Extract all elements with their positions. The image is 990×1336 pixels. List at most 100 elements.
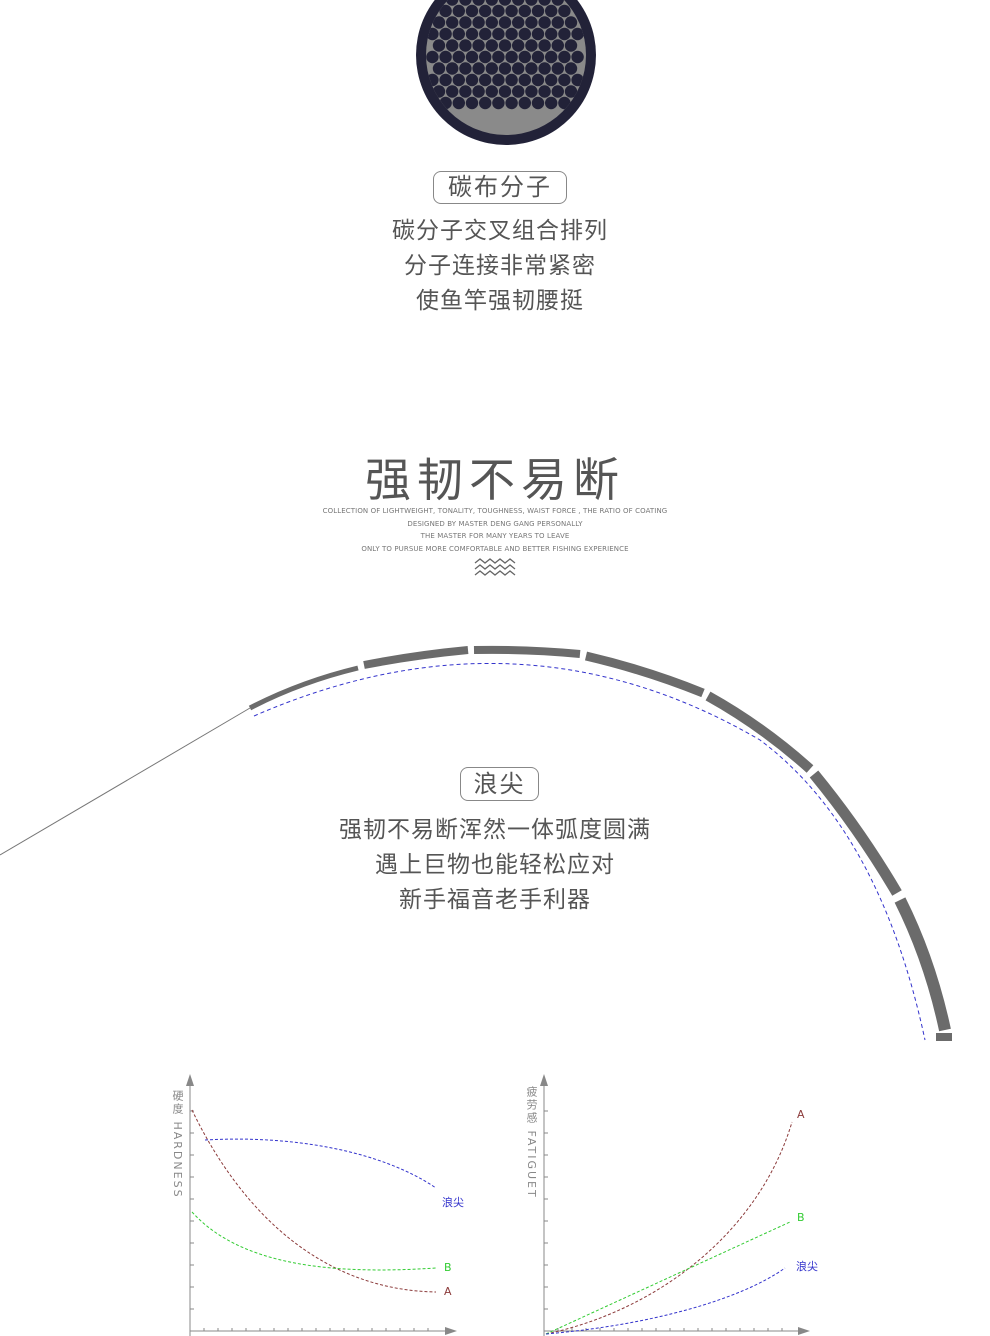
fiber-dot	[571, 27, 584, 41]
fiber-dot	[558, 27, 571, 41]
description-line-3: 使鱼竿强韧腰挺	[416, 288, 584, 314]
fiber-dot	[518, 50, 531, 64]
fiber-dot	[426, 50, 439, 64]
fiber-dot	[479, 50, 492, 64]
fiber-dot	[512, 16, 525, 29]
fiber-dot	[452, 50, 465, 64]
fiber-dot	[485, 62, 498, 75]
fiber-dot	[485, 0, 498, 6]
fiber-dot	[452, 4, 465, 18]
fiber-dot	[505, 50, 518, 64]
fiber-dot	[432, 85, 446, 98]
fiber-dot	[472, 85, 485, 98]
fiber-dot	[465, 96, 479, 110]
fiber-dot	[531, 27, 545, 41]
fiber-dot	[531, 4, 545, 18]
fiber-dot	[485, 85, 498, 98]
hardness-label-lang-jian: 浪尖	[442, 1196, 464, 1209]
fatigue-label-lang-jian: 浪尖	[796, 1260, 818, 1273]
fiber-dot	[465, 50, 479, 64]
hardness-curve-b	[191, 1211, 437, 1271]
fiber-dot	[498, 0, 512, 6]
carbon-molecule-badge: 碳布分子	[433, 171, 567, 204]
fiber-dot	[505, 4, 518, 18]
fiber-dot	[531, 50, 545, 64]
fiber-dot	[538, 0, 551, 6]
fiber-dot	[505, 96, 518, 110]
fiber-dot	[525, 39, 538, 52]
fiber-dot	[465, 4, 479, 18]
fiber-dot	[432, 16, 446, 29]
fiber-dot	[518, 27, 531, 41]
fiber-dot	[512, 85, 525, 98]
fiber-dot	[558, 4, 571, 18]
hardness-axis-label: 硬度 HARDNESS	[171, 1090, 184, 1199]
fiber-dot	[551, 0, 564, 6]
fiber-dot	[512, 62, 525, 75]
fiber-dot	[452, 96, 465, 110]
fiber-dot	[525, 0, 538, 6]
fiber-dot	[531, 73, 545, 87]
english-line-4: ONLY TO PURSUE MORE COMFORTABLE AND BETT…	[361, 544, 629, 553]
fiber-dot	[479, 96, 492, 110]
fiber-dot	[492, 50, 505, 64]
fiber-dot	[571, 73, 584, 87]
rod-arc-segment-1	[248, 665, 359, 711]
fiber-dot	[551, 16, 564, 29]
fiber-dot	[545, 50, 558, 64]
fiber-dot	[531, 96, 545, 110]
lang-jian-line-2: 遇上巨物也能轻松应对	[375, 852, 615, 878]
fatigue-label-a: A	[797, 1108, 805, 1121]
english-line-1: COLLECTION OF LIGHTWEIGHT, TONALITY, TOU…	[322, 507, 668, 515]
lang-jian-badge: 浪尖	[460, 767, 539, 801]
fiber-dot	[518, 96, 531, 110]
fiber-dot	[426, 27, 439, 41]
fiber-dot	[479, 4, 492, 18]
fatigue-axis-label: 疲劳感 FATIGUET	[525, 1086, 538, 1199]
rod-arc-segment-4	[584, 651, 705, 698]
english-subtitle: COLLECTION OF LIGHTWEIGHT, TONALITY, TOU…	[0, 505, 990, 555]
fiber-dot	[518, 73, 531, 87]
fiber-dot	[479, 73, 492, 87]
fiber-dot	[439, 96, 452, 110]
fiber-dot	[525, 62, 538, 75]
fatigue-curve-lang-jian	[545, 1267, 786, 1335]
english-line-3: THE MASTER FOR MANY YEARS TO LEAVE	[420, 532, 570, 540]
fiber-dot	[538, 85, 551, 98]
fiber-dot	[446, 16, 459, 29]
rod-arc-segment-7	[894, 897, 951, 1032]
fiber-dot	[446, 0, 459, 6]
fiber-dot	[452, 27, 465, 41]
fiber-dot	[459, 16, 472, 29]
hardness-chart-axes	[186, 1074, 457, 1336]
fiber-dot	[498, 16, 512, 29]
fiber-dot	[538, 62, 551, 75]
fiber-dot	[558, 96, 571, 110]
fiber-dot	[512, 39, 525, 52]
fiber-dot	[439, 50, 452, 64]
fiber-dot	[472, 16, 485, 29]
fiber-dot	[505, 27, 518, 41]
fiber-dot	[545, 4, 558, 18]
lang-jian-line-3: 新手福音老手利器	[399, 887, 591, 913]
fiber-dot	[485, 16, 498, 29]
fiber-dot	[432, 62, 446, 75]
fiber-dot	[459, 62, 472, 75]
hardness-curve-lang-jian	[204, 1138, 437, 1189]
fiber-dot	[492, 73, 505, 87]
fiber-dot	[545, 27, 558, 41]
fiber-dot	[459, 0, 472, 6]
fiber-dot	[426, 73, 439, 87]
fiber-dot	[498, 85, 512, 98]
fiber-dot	[551, 62, 564, 75]
fiber-dot	[465, 27, 479, 41]
fiber-dot	[472, 62, 485, 75]
fiber-dot	[545, 73, 558, 87]
lang-jian-description: 强韧不易断浑然一体弧度圆满 遇上巨物也能轻松应对 新手福音老手利器	[0, 813, 990, 918]
fatigue-curve-b	[545, 1221, 791, 1335]
fiber-dot	[518, 4, 531, 18]
fiber-dot	[446, 39, 459, 52]
fiber-dot	[439, 27, 452, 41]
fiber-dot	[492, 27, 505, 41]
fiber-dot	[498, 39, 512, 52]
